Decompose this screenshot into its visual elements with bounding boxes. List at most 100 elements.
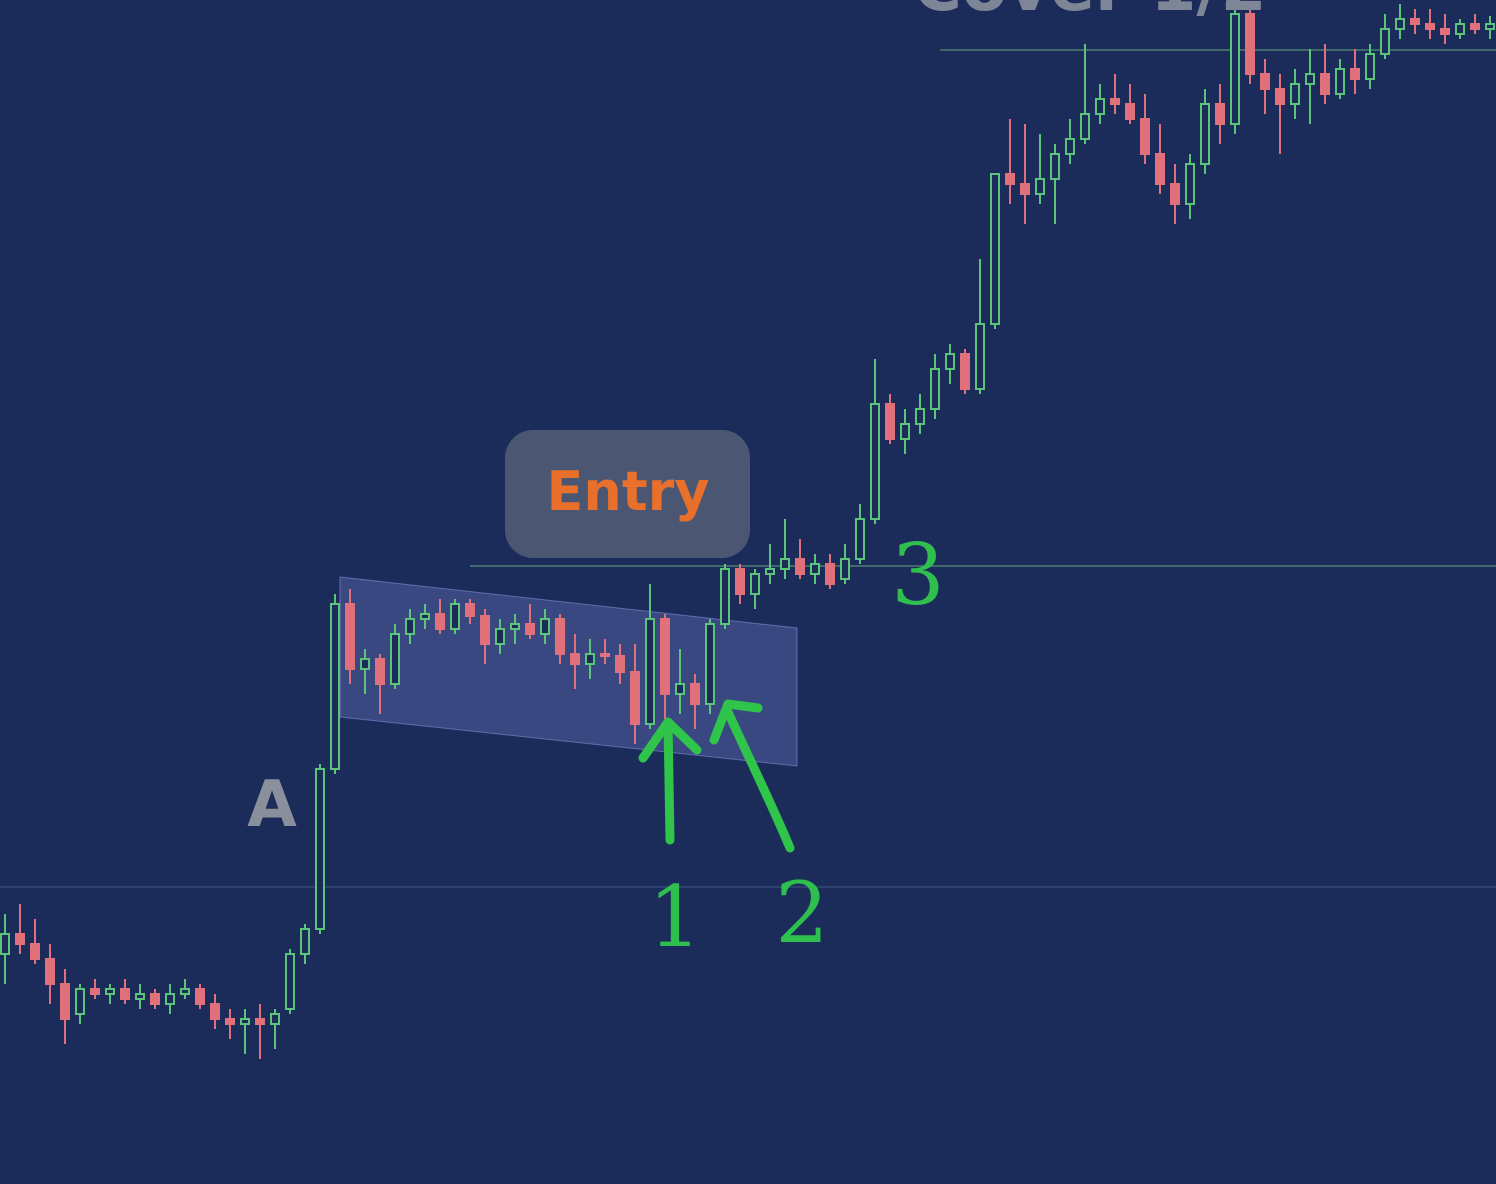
candle-body xyxy=(465,603,475,617)
candle-body xyxy=(885,403,895,440)
a-label: A xyxy=(247,768,297,842)
candle-body xyxy=(315,768,325,930)
candle-body xyxy=(660,618,670,695)
candle-body xyxy=(1260,73,1270,90)
entry-label: Entry xyxy=(547,460,710,523)
candle-body xyxy=(1365,53,1375,80)
candle-body xyxy=(1080,113,1090,140)
candle-body xyxy=(1230,13,1240,125)
candle-body xyxy=(390,633,400,685)
cover-label: Cover 1/2 xyxy=(913,0,1266,26)
candle-body xyxy=(345,603,355,670)
candle-body xyxy=(1275,88,1285,105)
candle-body xyxy=(675,683,685,695)
candle-body xyxy=(600,653,610,657)
candle-body xyxy=(1380,28,1390,55)
candle-body xyxy=(60,983,70,1020)
candle-body xyxy=(615,655,625,673)
candle-body xyxy=(255,1018,265,1025)
candle-body xyxy=(840,558,850,580)
candle-body xyxy=(1035,178,1045,195)
candle-body xyxy=(690,683,700,705)
candle-body xyxy=(1455,23,1465,35)
candle-body xyxy=(720,568,730,625)
candle-body xyxy=(180,988,190,995)
candle-body xyxy=(975,323,985,390)
candle-body xyxy=(765,568,775,575)
entry-box xyxy=(505,430,750,558)
candle-body xyxy=(990,173,1000,325)
candle-body xyxy=(150,993,160,1005)
candle-body xyxy=(1305,73,1315,85)
candle-body xyxy=(1320,73,1330,95)
candle-body xyxy=(15,933,25,945)
candle-body xyxy=(540,618,550,635)
candle-body xyxy=(555,618,565,655)
candle-body xyxy=(1095,98,1105,115)
candle-body xyxy=(870,403,880,520)
candle-body xyxy=(135,993,145,1000)
candle-body xyxy=(450,603,460,630)
candle-body xyxy=(645,618,655,725)
candle-body xyxy=(1215,103,1225,125)
candle-body xyxy=(825,563,835,585)
candle-body xyxy=(1065,138,1075,155)
candle-body xyxy=(330,603,340,770)
candle-body xyxy=(855,518,865,560)
candle-body xyxy=(480,615,490,645)
candle-body xyxy=(1290,83,1300,105)
candle-body xyxy=(900,423,910,440)
candle-body xyxy=(915,408,925,425)
candle-body xyxy=(495,628,505,645)
candle-body xyxy=(240,1018,250,1025)
label-2: 2 xyxy=(775,864,828,962)
candle-body xyxy=(435,613,445,630)
candle-body xyxy=(630,671,640,725)
candle-body xyxy=(1425,23,1435,30)
candle-body xyxy=(945,353,955,370)
candle-body xyxy=(1185,163,1195,205)
candle-body xyxy=(195,988,205,1005)
arrow-1 xyxy=(638,717,702,845)
candle-body xyxy=(585,653,595,665)
candle-body xyxy=(1470,23,1480,30)
candle-body xyxy=(1350,68,1360,80)
candle-body xyxy=(750,573,760,595)
arrows xyxy=(638,699,795,853)
candle-body xyxy=(75,988,85,1015)
arrow-2 xyxy=(709,699,795,853)
candle-body xyxy=(1050,153,1060,180)
candle-body xyxy=(0,933,10,955)
label-3: 3 xyxy=(891,526,944,624)
candle-body xyxy=(375,658,385,685)
candle-body xyxy=(210,1003,220,1020)
candle-body xyxy=(285,953,295,1010)
candle-body xyxy=(165,993,175,1005)
candle-body xyxy=(1410,18,1420,25)
candle-body xyxy=(930,368,940,410)
candle-body xyxy=(1335,68,1345,95)
candle-body xyxy=(1110,98,1120,105)
candle-body xyxy=(1140,118,1150,155)
candle-body xyxy=(300,928,310,955)
candle-body xyxy=(360,658,370,670)
candle-body xyxy=(1395,18,1405,30)
candle-body xyxy=(45,958,55,985)
candle-body xyxy=(735,568,745,595)
candle-body xyxy=(1170,183,1180,205)
candle-body xyxy=(120,988,130,1000)
candle-body xyxy=(90,988,100,995)
candle-body xyxy=(405,618,415,635)
candle-body xyxy=(1020,183,1030,195)
candle-body xyxy=(30,943,40,960)
candle-body xyxy=(570,653,580,665)
candle-body xyxy=(780,558,790,570)
candle-body xyxy=(1440,28,1450,35)
candle-body xyxy=(510,623,520,630)
candle-body xyxy=(960,353,970,390)
candle-body xyxy=(225,1018,235,1025)
candle-body xyxy=(810,563,820,575)
candle-body xyxy=(795,558,805,575)
label-1: 1 xyxy=(648,868,701,966)
candle-body xyxy=(270,1013,280,1025)
